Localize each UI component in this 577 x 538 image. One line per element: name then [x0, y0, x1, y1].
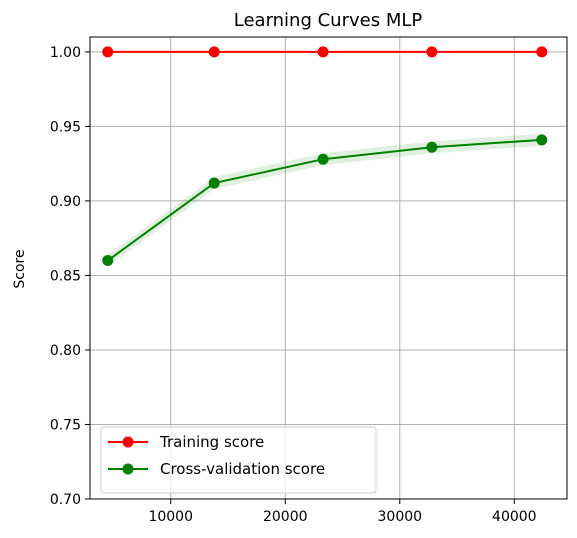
legend: Training score Cross-validation score: [100, 426, 377, 494]
series-1-point: [317, 153, 329, 165]
series-1-band: [107, 133, 542, 267]
series-0-point: [317, 46, 329, 58]
legend-entry-label: Training score: [159, 433, 264, 451]
y-tick-label: 0.95: [50, 119, 81, 135]
y-tick-label: 0.70: [50, 492, 81, 508]
legend-box: [100, 426, 377, 494]
x-tick-label: 30000: [378, 509, 423, 525]
series-0-point: [426, 46, 438, 58]
series-1-point: [536, 134, 548, 146]
y-tick-label: 0.75: [50, 417, 81, 433]
axis-ticks: 10000 20000 30000 40000 0.70 0.75 0.80 0.85 0.90…: [50, 45, 537, 525]
series-1-point: [208, 177, 220, 189]
x-tick-label: 10000: [148, 509, 193, 525]
legend-swatch-marker: [122, 436, 134, 448]
data-points: [102, 46, 548, 267]
legend-swatch-marker: [122, 463, 134, 475]
y-tick-label: 1.00: [50, 45, 81, 61]
series-1-point: [426, 141, 438, 153]
legend-entry-label: Cross-validation score: [160, 460, 325, 478]
x-tick-label: 20000: [263, 509, 308, 525]
plot-frame: [89, 36, 568, 500]
y-tick-label: 0.80: [50, 343, 81, 359]
series-0-point: [102, 46, 114, 58]
x-tick-label: 40000: [492, 509, 537, 525]
series-0-point: [536, 46, 548, 58]
y-axis-label: Score: [12, 249, 28, 288]
y-tick-label: 0.90: [50, 194, 81, 210]
chart-title: Learning Curves MLP: [234, 10, 423, 31]
y-tick-label: 0.85: [50, 268, 81, 284]
series-1-point: [102, 255, 114, 267]
series-0-point: [208, 46, 220, 58]
